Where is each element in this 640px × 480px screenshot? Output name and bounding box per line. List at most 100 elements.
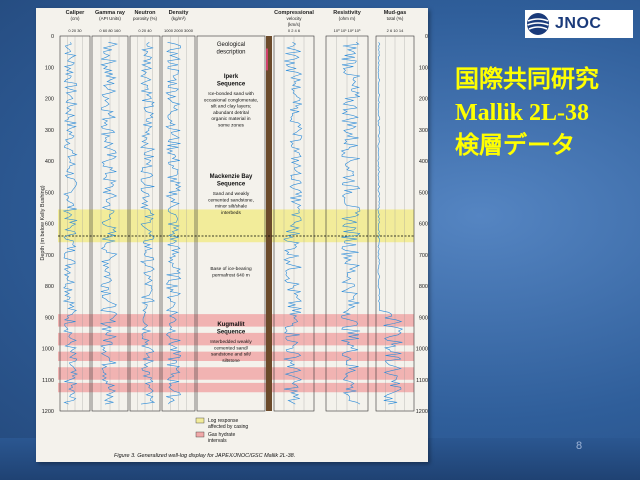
track-title-1: Gamma ray — [95, 10, 126, 16]
legend-label-casing-1: affected by casing — [208, 424, 248, 430]
track-unit-2: porosity (%) — [133, 16, 158, 21]
depth-tick-right-7: 700 — [419, 253, 428, 259]
sequence-desc-1-0: Sand and weakly — [213, 191, 250, 197]
sequence-desc-1-2: minor silt/shale — [215, 204, 247, 210]
track-scale-5: 10⁰ 10¹ 10² 10³ — [334, 28, 361, 33]
depth-tick-left-2: 200 — [45, 97, 54, 103]
depth-tick-left-1: 100 — [45, 65, 54, 71]
track-scale-2: 0 20 40 — [138, 28, 152, 33]
track-unit-4: velocity — [286, 16, 302, 21]
track-title-2: Neutron — [134, 10, 156, 16]
title-line-1: 国際共同研究 — [455, 67, 599, 93]
depth-tick-right-12: 1200 — [416, 409, 428, 415]
title-line-3: 検層データ — [455, 133, 575, 159]
sequence-desc-0-2: silt and clay layers; — [211, 104, 252, 110]
track-scale-4: 0 2 4 6 — [288, 28, 301, 33]
track-title-6: Mud-gas — [384, 10, 407, 16]
track-scale-3: 1000 2000 3000 — [164, 28, 194, 33]
track-scale-6: 2 6 10 14 — [387, 28, 404, 33]
sequence-desc-2-1: cemented sand/ — [214, 345, 249, 351]
depth-tick-right-11: 1100 — [416, 378, 428, 384]
sequence-name-2-1: Sequence — [217, 330, 246, 336]
depth-tick-right-5: 500 — [419, 190, 428, 196]
depth-tick-left-11: 1100 — [42, 378, 54, 384]
track-unit-5: (ohm m) — [339, 16, 356, 21]
well-log-chart: Caliper(cm) 0 20 30 Gamma ray(API Units) 0 … — [40, 10, 428, 459]
sequence-name-0-1: Sequence — [217, 82, 246, 88]
track-unit-extra-4: (km/s) — [288, 22, 301, 27]
track-scale-0: 0 20 30 — [68, 28, 82, 33]
depth-tick-right-10: 1000 — [416, 347, 428, 353]
lithology-mark — [266, 48, 268, 71]
casing-zone-band — [58, 209, 414, 243]
sequence-desc-0-4: organic material in — [211, 116, 251, 122]
slide-title: 国際共同研究 Mallik 2L-38 検層データ — [455, 64, 635, 163]
geo-header-1: description — [216, 50, 245, 56]
figure-caption: Figure 3. Generalized well-log display f… — [114, 453, 295, 459]
log-trace-0 — [62, 42, 79, 405]
title-line-2: Mallik 2L-38 — [455, 100, 590, 126]
track-title-3: Density — [169, 10, 190, 16]
depth-tick-right-3: 300 — [419, 128, 428, 134]
track-title-5: Resistivity — [333, 10, 361, 16]
log-trace-1 — [99, 42, 119, 405]
legend-label-hydrate-1: intervals — [208, 438, 227, 444]
legend-swatch-casing — [195, 417, 205, 424]
track-unit-6: total (%) — [387, 16, 404, 21]
jnoc-logo: JNOC — [525, 10, 633, 38]
sequence-desc-1-1: cemented sandstone, — [208, 197, 254, 203]
depth-axis-label: Depth (m below Kelly Bushing) — [40, 185, 46, 260]
lithology-strip — [266, 36, 272, 411]
depth-tick-right-0: 0 — [425, 34, 428, 40]
hydrate-zone-band-2 — [58, 351, 414, 361]
hydrate-zone-band-1 — [58, 332, 414, 346]
sequence-name-1-0: Mackenzie Bay — [210, 174, 253, 180]
geo-header-0: Geological — [217, 42, 245, 48]
page-number: 8 — [576, 440, 583, 452]
sequence-desc-0-3: abundant detrital — [213, 110, 249, 116]
depth-tick-left-4: 400 — [45, 159, 54, 165]
depth-tick-left-6: 600 — [45, 222, 54, 228]
log-trace-2 — [139, 42, 156, 405]
legend-label-casing-0: Log response — [208, 418, 239, 424]
sequence-name-1-1: Sequence — [217, 182, 246, 188]
sequence-name-2-0: Kugmallit — [217, 322, 244, 328]
track-unit-0: (cm) — [71, 16, 80, 21]
permafrost-note-0: Base of ice-bearing — [210, 266, 252, 272]
sequence-desc-0-0: Ice-bonded sand with — [208, 91, 254, 97]
sequence-desc-2-3: siltstone — [222, 358, 240, 364]
sequence-desc-1-3: interbeds — [221, 210, 241, 216]
depth-tick-right-9: 900 — [419, 315, 428, 321]
globe-icon — [527, 13, 549, 35]
track-unit-3: (kg/m³) — [171, 16, 186, 21]
track-title-0: Caliper — [66, 10, 86, 16]
depth-tick-left-0: 0 — [51, 34, 54, 40]
logo-text: JNOC — [555, 15, 602, 32]
depth-tick-right-6: 600 — [419, 222, 428, 228]
hydrate-zone-band-4 — [58, 382, 414, 393]
track-title-4: Compressional — [274, 10, 314, 16]
hydrate-zone-band-0 — [58, 314, 414, 327]
well-log-figure: Caliper (cm) 0 20 30 Gamma ray (API Units) 0 … — [36, 8, 428, 462]
log-trace-6 — [377, 42, 404, 405]
log-trace-3 — [165, 42, 182, 405]
depth-tick-left-12: 1200 — [42, 409, 54, 415]
sequence-desc-2-0: Interbedded weakly — [210, 339, 252, 345]
depth-tick-left-10: 1000 — [42, 347, 54, 353]
depth-tick-left-3: 300 — [45, 128, 54, 134]
depth-tick-left-5: 500 — [45, 190, 54, 196]
depth-tick-right-4: 400 — [419, 159, 428, 165]
log-trace-4 — [283, 42, 303, 405]
legend-swatch-hydrate — [195, 431, 205, 438]
sequence-desc-0-1: occasional conglomerate, — [204, 97, 258, 103]
log-trace-5 — [340, 42, 361, 405]
sequence-name-0-0: Iperk — [224, 74, 239, 80]
geology-column — [196, 35, 266, 412]
hydrate-zone-band-3 — [58, 367, 414, 380]
track-unit-1: (API Units) — [99, 16, 121, 21]
depth-tick-left-8: 800 — [45, 284, 54, 290]
sequence-desc-0-5: some zones — [218, 124, 244, 129]
sequence-desc-2-2: sandstone and silt/ — [211, 352, 252, 358]
depth-tick-right-2: 200 — [419, 97, 428, 103]
depth-tick-right-8: 800 — [419, 284, 428, 290]
